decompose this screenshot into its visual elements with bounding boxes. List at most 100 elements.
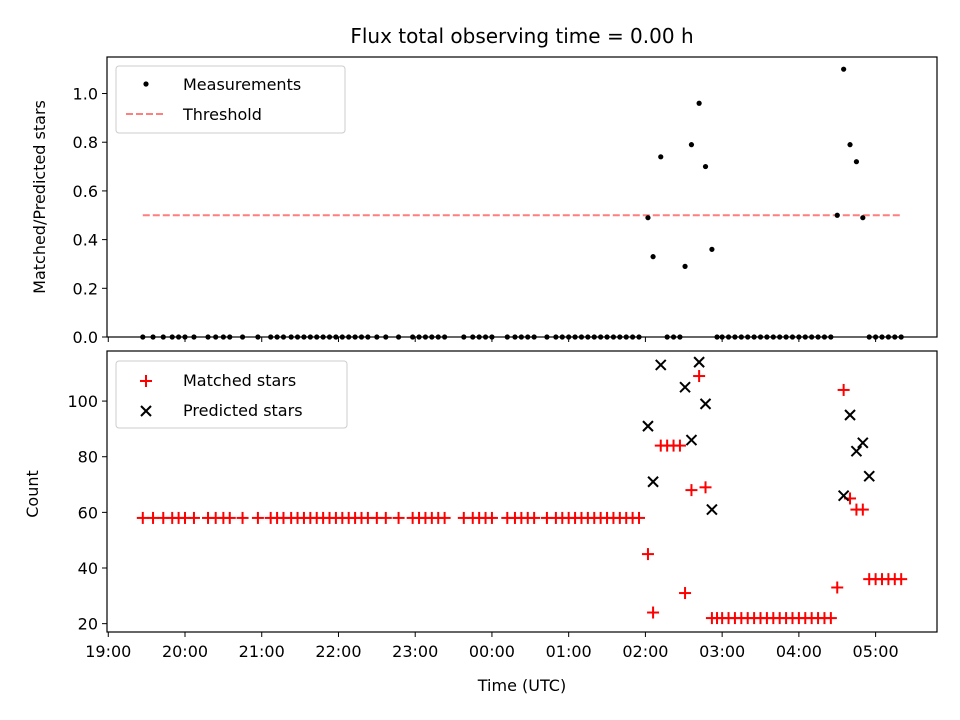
measurement-point [504,334,510,340]
legend-predicted-label: Predicted stars [183,401,303,420]
measurement-point [429,334,435,340]
matched-star-point [379,511,392,524]
legend-predicted-marker [140,405,152,417]
top-y-tick-label: 0.2 [73,279,98,298]
measurement-point [559,334,565,340]
bottom-y-tick-label: 100 [67,392,98,411]
measurement-point [182,334,188,340]
x-tick-label: 19:00 [85,642,131,661]
matched-star-point [647,606,660,619]
measurement-point [751,334,757,340]
measurement-point [664,334,670,340]
measurement-point [745,334,751,340]
measurement-point [544,334,550,340]
legend-matched-label: Matched stars [183,371,296,390]
measurement-point [461,334,467,340]
bottom-y-ticks: 20 40 60 80 100 [67,392,107,634]
measurement-point [777,334,783,340]
matched-star-point [223,511,236,524]
measurement-point [732,334,738,340]
measurement-point [847,142,853,148]
measurement-point [610,334,617,340]
matched-star-point [633,511,646,524]
bottom-legend-box [115,360,348,429]
measurement-point [358,334,365,340]
predicted-star-point [706,503,718,516]
measurement-point [326,334,333,340]
measurement-point [623,334,629,340]
measurement-point [301,334,307,340]
measurement-point [821,334,828,340]
matched-star-point [641,548,654,561]
measurement-point [815,334,821,340]
measurement-point [531,334,537,340]
predicted-star-point [685,434,698,446]
predicted-star-point [655,359,667,371]
matched-star-point [236,511,249,524]
matched-star-point [673,439,686,452]
measurement-point [395,334,402,340]
measurement-point [307,334,313,340]
top-series [140,66,904,340]
measurement-point [719,334,725,340]
predicted-star-point [679,381,691,393]
measurement-point [489,334,495,340]
matched-star-point [392,511,405,524]
predicted-star-point [693,356,705,368]
x-tick-label: 20:00 [162,642,208,661]
measurement-point [885,334,892,340]
matched-star-point [693,370,706,383]
measurement-point [898,334,904,340]
measurement-point [879,334,885,340]
measurement-point [578,334,585,340]
x-tick-label: 22:00 [315,642,361,661]
x-tick-label: 01:00 [546,642,592,661]
measurement-point [553,334,559,340]
measurement-point [294,334,301,340]
measurement-point [714,334,720,340]
measurement-point [346,334,352,340]
measurement-point [150,334,156,340]
bottom-y-tick-label: 80 [78,448,98,467]
measurement-point [512,334,518,340]
measurement-point [738,334,744,340]
measurement-point [636,334,642,340]
measurement-point [770,334,776,340]
measurement-point [796,334,802,340]
measurement-point [757,334,764,340]
measurement-point [834,212,840,218]
measurement-point [410,334,416,340]
bottom-y-tick-label: 40 [78,559,98,578]
matched-star-point [856,503,869,516]
matched-star-point [528,511,541,524]
top-y-tick-label: 0.6 [73,182,98,201]
measurement-point [892,334,898,340]
measurement-point [227,334,233,340]
predicted-star-point [642,420,654,432]
top-y-tick-label: 0.4 [73,231,98,250]
predicted-star-point [850,445,863,457]
measurement-point [352,334,358,340]
measurement-point [764,334,770,340]
measurement-point [365,334,371,340]
bottom-y-tick-label: 60 [78,503,98,522]
measurement-point [598,334,604,340]
measurement-point [470,334,476,340]
measurement-point [205,334,211,340]
x-tick-label: 04:00 [776,642,822,661]
matched-star-point [251,511,264,524]
measurement-point [374,334,380,340]
matched-star-point [136,511,149,524]
measurement-point [333,334,339,340]
measurement-point [274,334,280,340]
measurement-point [709,246,715,252]
matched-star-point [147,511,160,524]
measurement-point [280,334,287,340]
measurement-point [255,334,261,340]
measurement-point [617,334,623,340]
measurement-point [645,215,651,221]
measurement-point [650,254,656,260]
bottom-legend: Matched stars Predicted stars [115,360,348,429]
bottom-panel: 20 40 60 80 100 19:00 20:00 21:00 22:00 23:00 00:… [23,350,938,695]
matched-star-point [187,511,200,524]
